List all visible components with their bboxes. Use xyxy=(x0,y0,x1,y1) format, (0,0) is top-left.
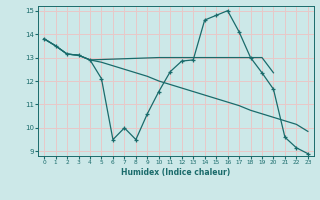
X-axis label: Humidex (Indice chaleur): Humidex (Indice chaleur) xyxy=(121,168,231,177)
